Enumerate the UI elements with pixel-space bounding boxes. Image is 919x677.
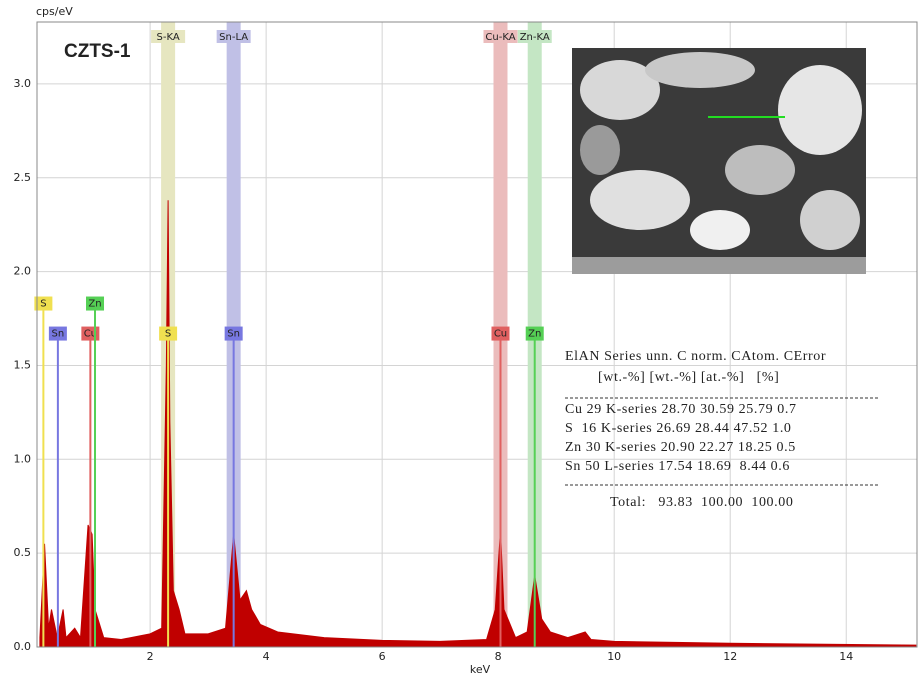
x-tick-label: 8 xyxy=(495,650,502,663)
element-label: Cu xyxy=(494,329,507,340)
table-row: Zn 30 K-series 20.90 22.27 18.25 0.5 xyxy=(565,440,796,455)
table-header: ElAN Series unn. C norm. CAtom. CError xyxy=(565,349,826,364)
band-label-bg xyxy=(216,30,251,43)
element-label-bg xyxy=(34,296,53,311)
y-tick-label: 0.0 xyxy=(14,640,32,653)
element-label-bg xyxy=(224,326,243,341)
element-label-bg xyxy=(159,326,178,341)
element-label: Sn xyxy=(227,329,240,340)
plot-frame xyxy=(36,21,918,648)
band-label: Cu-KA xyxy=(485,32,515,43)
table-header: [wt.-%] [wt.-%] [at.-%] [%] xyxy=(598,370,779,385)
x-tick-label: 14 xyxy=(839,650,853,663)
band-label: Sn-LA xyxy=(219,32,248,43)
element-label: Zn xyxy=(528,329,541,340)
x-tick-label: 6 xyxy=(379,650,386,663)
table-row: Cu 29 K-series 28.70 30.59 25.79 0.7 xyxy=(565,402,797,417)
sem-image xyxy=(572,48,866,274)
x-tick-label: 2 xyxy=(147,650,154,663)
element-label-bg xyxy=(48,326,67,341)
results-table: ElAN Series unn. C norm. CAtom. CError [… xyxy=(565,349,878,510)
element-label: S xyxy=(165,329,171,340)
element-label: Zn xyxy=(88,299,101,310)
y-tick-label: 2.5 xyxy=(14,171,32,184)
chart-title: CZTS-1 xyxy=(64,41,131,62)
y-axis-label: cps/eV xyxy=(36,5,73,18)
x-tick-label: 10 xyxy=(607,650,621,663)
y-tick-label: 2.0 xyxy=(14,265,32,278)
table-row: S 16 K-series 26.69 28.44 47.52 1.0 xyxy=(565,421,792,436)
y-tick-label: 0.5 xyxy=(14,546,32,559)
band-label-bg xyxy=(151,30,186,43)
element-label-bg xyxy=(525,326,544,341)
y-tick-label: 3.0 xyxy=(14,77,32,90)
band-label: S-KA xyxy=(157,32,180,43)
y-tick-label: 1.5 xyxy=(14,358,32,371)
x-tick-label: 12 xyxy=(723,650,737,663)
element-label: Sn xyxy=(52,329,65,340)
x-tick-label: 4 xyxy=(263,650,270,663)
table-total: Total: 93.83 100.00 100.00 xyxy=(610,495,793,510)
element-label: Cu xyxy=(84,329,97,340)
x-axis-label: keV xyxy=(470,663,491,676)
band-label: Zn-KA xyxy=(520,32,550,43)
element-label-bg xyxy=(86,296,105,311)
plot: S Sn Cu Zn S Sn Cu Zn xyxy=(34,200,917,648)
band-label-bg xyxy=(517,30,552,43)
band-label-bg xyxy=(483,30,518,43)
y-tick-label: 1.0 xyxy=(14,452,32,465)
element-label-bg xyxy=(491,326,510,341)
table-row: Sn 50 L-series 17.54 18.69 8.44 0.6 xyxy=(565,459,790,474)
element-label: S xyxy=(40,299,46,310)
